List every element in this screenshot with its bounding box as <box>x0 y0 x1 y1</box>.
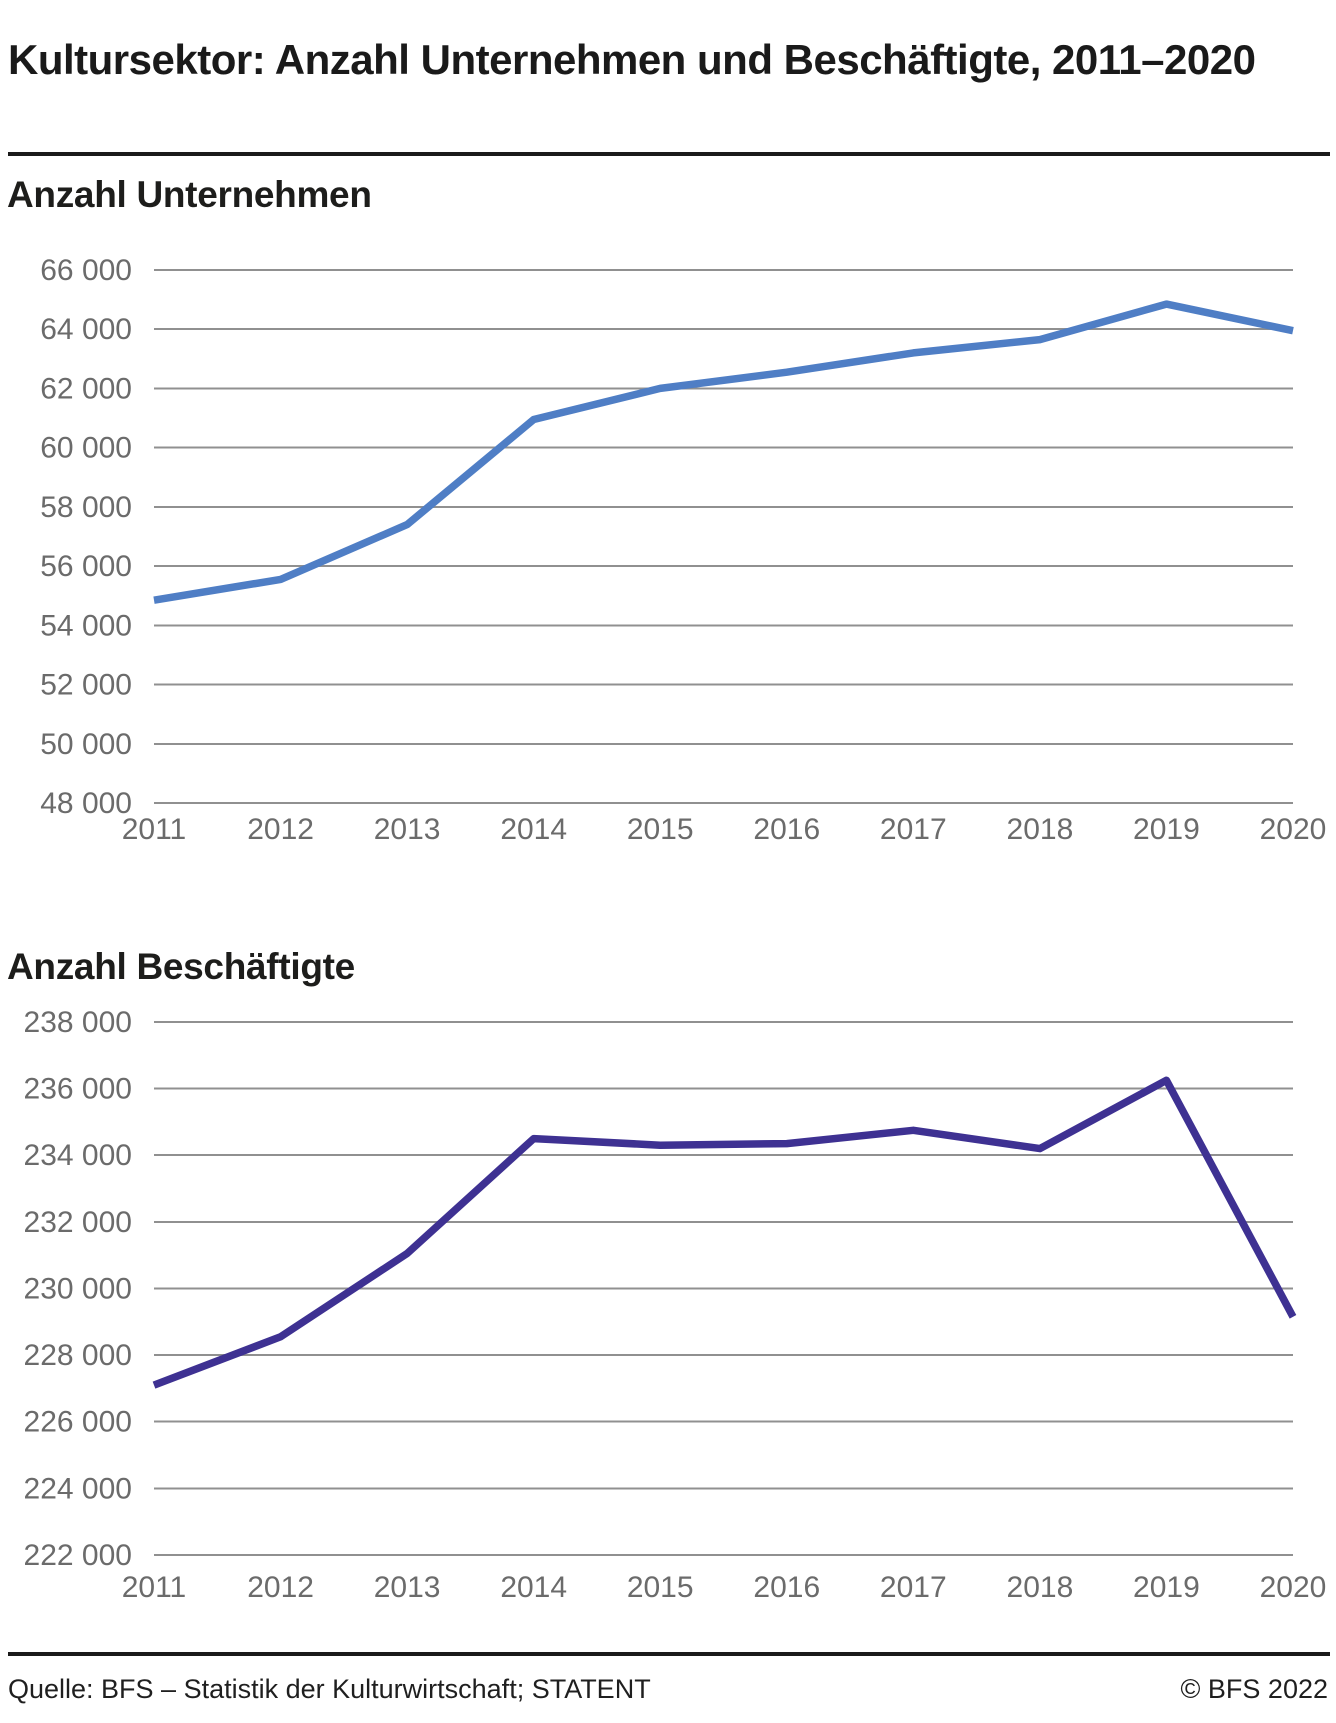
title-divider <box>8 152 1330 156</box>
y-tick-label: 48 000 <box>40 787 132 820</box>
y-tick-label: 60 000 <box>40 432 132 465</box>
series-line <box>152 1076 1297 1389</box>
y-tick-label: 230 000 <box>24 1273 132 1306</box>
unternehmen-chart: 66 000 64 000 62 000 60 000 58 000 56 000 54 0… <box>40 254 1327 846</box>
x-tick-label: 2016 <box>753 813 820 846</box>
y-tick-label: 54 000 <box>40 609 132 642</box>
x-tick-label: 2018 <box>1007 813 1074 846</box>
chart-beschaeftigte-title: Anzahl Beschäftigte <box>7 946 355 987</box>
x-tick-label: 2019 <box>1133 813 1200 846</box>
x-tick-label: 2017 <box>880 813 947 846</box>
y-tick-label: 66 000 <box>40 254 132 287</box>
series-line <box>153 300 1294 604</box>
x-tick-label: 2014 <box>500 1571 567 1604</box>
y-tick-label: 226 000 <box>24 1406 132 1439</box>
y-tick-label: 236 000 <box>24 1073 132 1106</box>
y-tick-label: 50 000 <box>40 728 132 761</box>
x-tick-label: 2013 <box>374 813 441 846</box>
y-tick-label: 224 000 <box>24 1472 132 1505</box>
x-tick-label: 2011 <box>122 1571 187 1604</box>
x-tick-label: 2012 <box>247 813 314 846</box>
x-tick-label: 2016 <box>753 1571 820 1604</box>
y-tick-label: 228 000 <box>24 1339 132 1372</box>
x-tick-label: 2017 <box>880 1571 947 1604</box>
x-tick-label: 2014 <box>500 813 567 846</box>
y-tick-label: 234 000 <box>24 1139 132 1172</box>
y-tick-label: 238 000 <box>24 1006 132 1039</box>
y-tick-label: 232 000 <box>24 1206 132 1239</box>
footer-divider <box>8 1652 1330 1656</box>
x-tick-label: 2012 <box>247 1571 314 1604</box>
y-tick-label: 58 000 <box>40 491 132 524</box>
x-tick-label: 2011 <box>122 813 187 846</box>
y-tick-label: 52 000 <box>40 669 132 702</box>
chart-unternehmen-title: Anzahl Unternehmen <box>7 174 372 215</box>
x-tick-label: 2018 <box>1007 1571 1074 1604</box>
x-tick-label: 2020 <box>1260 813 1327 846</box>
x-tick-label: 2020 <box>1260 1571 1327 1604</box>
source-note: Quelle: BFS – Statistik der Kulturwirtsc… <box>8 1674 651 1704</box>
x-tick-label: 2015 <box>627 1571 694 1604</box>
beschaeftigte-chart: 238 000 236 000 234 000 232 000 230 000 228 0… <box>24 1006 1327 1604</box>
x-tick-label: 2015 <box>627 813 694 846</box>
y-tick-label: 222 000 <box>24 1539 132 1572</box>
x-tick-label: 2019 <box>1133 1571 1200 1604</box>
y-tick-label: 62 000 <box>40 372 132 405</box>
x-tick-label: 2013 <box>374 1571 441 1604</box>
copyright-note: © BFS 2022 <box>1180 1674 1328 1704</box>
y-tick-label: 64 000 <box>40 313 132 346</box>
y-tick-label: 56 000 <box>40 550 132 583</box>
page-title: Kultursektor: Anzahl Unternehmen und Bes… <box>8 36 1256 84</box>
